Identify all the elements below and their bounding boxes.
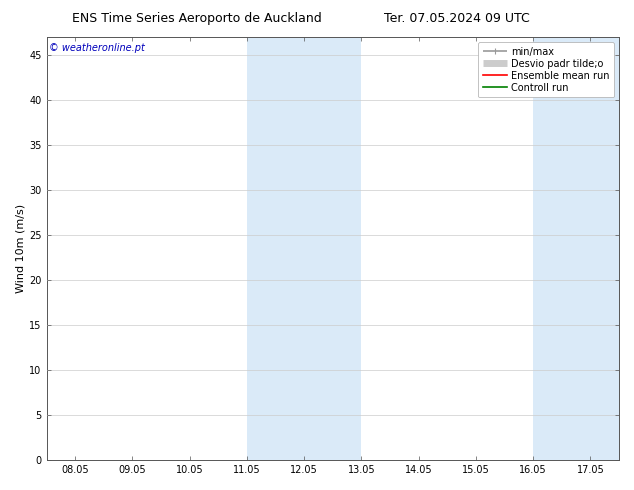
Y-axis label: Wind 10m (m/s): Wind 10m (m/s) <box>15 204 25 293</box>
Text: ENS Time Series Aeroporto de Auckland: ENS Time Series Aeroporto de Auckland <box>72 12 321 25</box>
Bar <box>533 37 619 460</box>
Legend: min/max, Desvio padr tilde;o, Ensemble mean run, Controll run: min/max, Desvio padr tilde;o, Ensemble m… <box>478 42 614 98</box>
Text: © weatheronline.pt: © weatheronline.pt <box>49 44 145 53</box>
Text: Ter. 07.05.2024 09 UTC: Ter. 07.05.2024 09 UTC <box>384 12 529 25</box>
Bar <box>247 37 361 460</box>
